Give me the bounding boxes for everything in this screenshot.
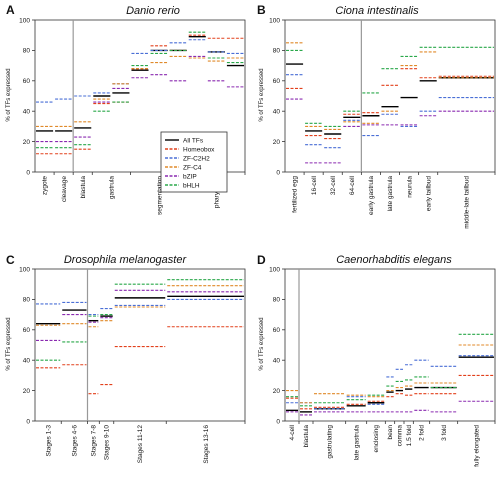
y-tick-label-b-20: 20 xyxy=(273,139,281,146)
stage-label-b-early-gastrula: early gastrula xyxy=(368,176,375,215)
y-tick-label-c-20: 20 xyxy=(23,388,31,395)
panel-a: A Danio rerio % of TFs expressed 0 20 40 60… xyxy=(6,3,246,215)
y-tick-label-b-100: 100 xyxy=(269,17,280,24)
stage-label-c-stages-13-16: Stages 13-16 xyxy=(203,425,210,464)
plot-frame-b xyxy=(284,19,496,173)
stage-label-d-blastula: blastula xyxy=(303,425,310,448)
stage-label-a-blastula: blastula xyxy=(80,176,87,199)
stage-label-a-cleavage: cleavage xyxy=(61,176,68,202)
y-tick-label-c-40: 40 xyxy=(23,358,31,365)
legend-label-bhlh: bHLH xyxy=(183,182,200,189)
chart-title-b: Ciona intestinalis xyxy=(335,5,419,17)
stage-label-b-late-gastrula: late gastrula xyxy=(387,176,394,212)
stage-label-d-3-fold: 3 fold xyxy=(441,425,448,441)
panel-c: C Drosophila melanogaster % of TFs expre… xyxy=(6,253,246,464)
stage-label-d-fully-elongated: fully elongated xyxy=(474,425,481,467)
chart-title-a: Danio rerio xyxy=(126,5,180,17)
stage-label-c-stages-4-6: Stages 4-6 xyxy=(72,425,79,457)
stage-label-c-stages-11-12: Stages 11-12 xyxy=(137,425,144,464)
y-tick-label-a-60: 60 xyxy=(23,78,31,85)
y-tick-label-d-80: 80 xyxy=(273,297,281,304)
stage-label-b-16-cell: 16-cell xyxy=(311,175,318,195)
stage-label-c-stages-9-10: Stages 9-10 xyxy=(104,425,111,460)
y-tick-label-d-20: 20 xyxy=(273,388,281,395)
y-axis-label-d: % of TFs expressed xyxy=(259,317,265,370)
y-tick-label-b-80: 80 xyxy=(273,48,281,55)
stage-label-c-stages-1-3: Stages 1-3 xyxy=(45,425,52,457)
y-tick-label-d-60: 60 xyxy=(273,327,281,334)
y-tick-label-a-20: 20 xyxy=(23,139,31,146)
panel-letter-a: A xyxy=(6,3,15,17)
panel-letter-b: B xyxy=(257,3,266,17)
plot-frame-d xyxy=(284,268,496,422)
y-tick-label-b-60: 60 xyxy=(273,78,281,85)
stage-label-d-gastrulating: gastrulating xyxy=(327,425,334,459)
stage-label-b-neurula: neurula xyxy=(406,176,413,198)
stage-label-d-comma: comma xyxy=(397,425,404,447)
y-tick-label-d-100: 100 xyxy=(269,266,280,273)
y-tick-label-b-40: 40 xyxy=(273,109,281,116)
y-tick-label-a-40: 40 xyxy=(23,109,31,116)
y-tick-label-c-0: 0 xyxy=(26,418,30,425)
plot-frame-a xyxy=(34,19,246,173)
y-tick-label-d-0: 0 xyxy=(276,418,280,425)
y-tick-label-c-60: 60 xyxy=(23,327,31,334)
legend-label-zf-c2h2: ZF-C2H2 xyxy=(183,155,210,162)
chart-title-c: Drosophila melanogaster xyxy=(64,254,188,266)
panel-d: D Caenorhabditis elegans % of TFs expres… xyxy=(257,253,496,467)
y-tick-label-d-40: 40 xyxy=(273,358,281,365)
stage-label-d-1-5-fold: 1.5 fold xyxy=(406,425,413,447)
y-axis-label-a: % of TFs expressed xyxy=(6,68,12,121)
stage-label-d-late-gastrula: late gastrula xyxy=(353,425,360,461)
stage-label-a-segmentation: segmentation xyxy=(156,176,163,215)
panel-b: B Ciona intestinalis % of TFs expressed … xyxy=(257,3,496,229)
legend-label-homeobox: Homeobox xyxy=(183,146,215,153)
legend-label-all-tfs: All TFs xyxy=(183,137,204,144)
y-tick-label-c-80: 80 xyxy=(23,297,31,304)
legend-label-bzip: bZIP xyxy=(183,173,197,180)
y-axis-label-c: % of TFs expressed xyxy=(6,317,12,370)
stage-label-d-enclosing: enclosing xyxy=(373,425,380,453)
stage-label-b-32-cell: 32-cell xyxy=(330,175,337,195)
stage-label-b-early-tailbud: early tailbud xyxy=(425,176,432,211)
stage-label-b-middle-late-tailbud: middle-late tailbud xyxy=(464,176,471,229)
chart-title-d: Caenorhabditis elegans xyxy=(336,254,452,266)
stage-label-d-bean: bean xyxy=(387,425,394,440)
plot-frame-c xyxy=(34,268,246,422)
y-tick-label-b-0: 0 xyxy=(276,169,280,176)
panel-letter-c: C xyxy=(6,253,15,267)
y-tick-label-a-100: 100 xyxy=(19,17,30,24)
stage-label-b-fertilized-egg: fertilized egg xyxy=(292,176,299,213)
y-axis-label-b: % of TFs expressed xyxy=(259,68,265,121)
stage-label-d-4-cell: 4-cell xyxy=(289,424,296,440)
legend-label-zf-c4: ZF-C4 xyxy=(183,164,202,171)
y-tick-label-a-0: 0 xyxy=(26,169,30,176)
stage-label-a-gastrula: gastrula xyxy=(109,176,116,200)
y-tick-label-a-80: 80 xyxy=(23,48,31,55)
y-tick-label-c-100: 100 xyxy=(19,266,30,273)
stage-label-d-2-fold: 2 fold xyxy=(419,425,426,441)
stage-label-b-64-cell: 64-cell xyxy=(349,175,356,195)
stage-label-a-zygote: zygote xyxy=(42,176,49,196)
legend-box-a xyxy=(160,131,228,193)
stage-label-c-stages-7-8: Stages 7-8 xyxy=(91,425,98,457)
panel-letter-d: D xyxy=(257,253,266,267)
